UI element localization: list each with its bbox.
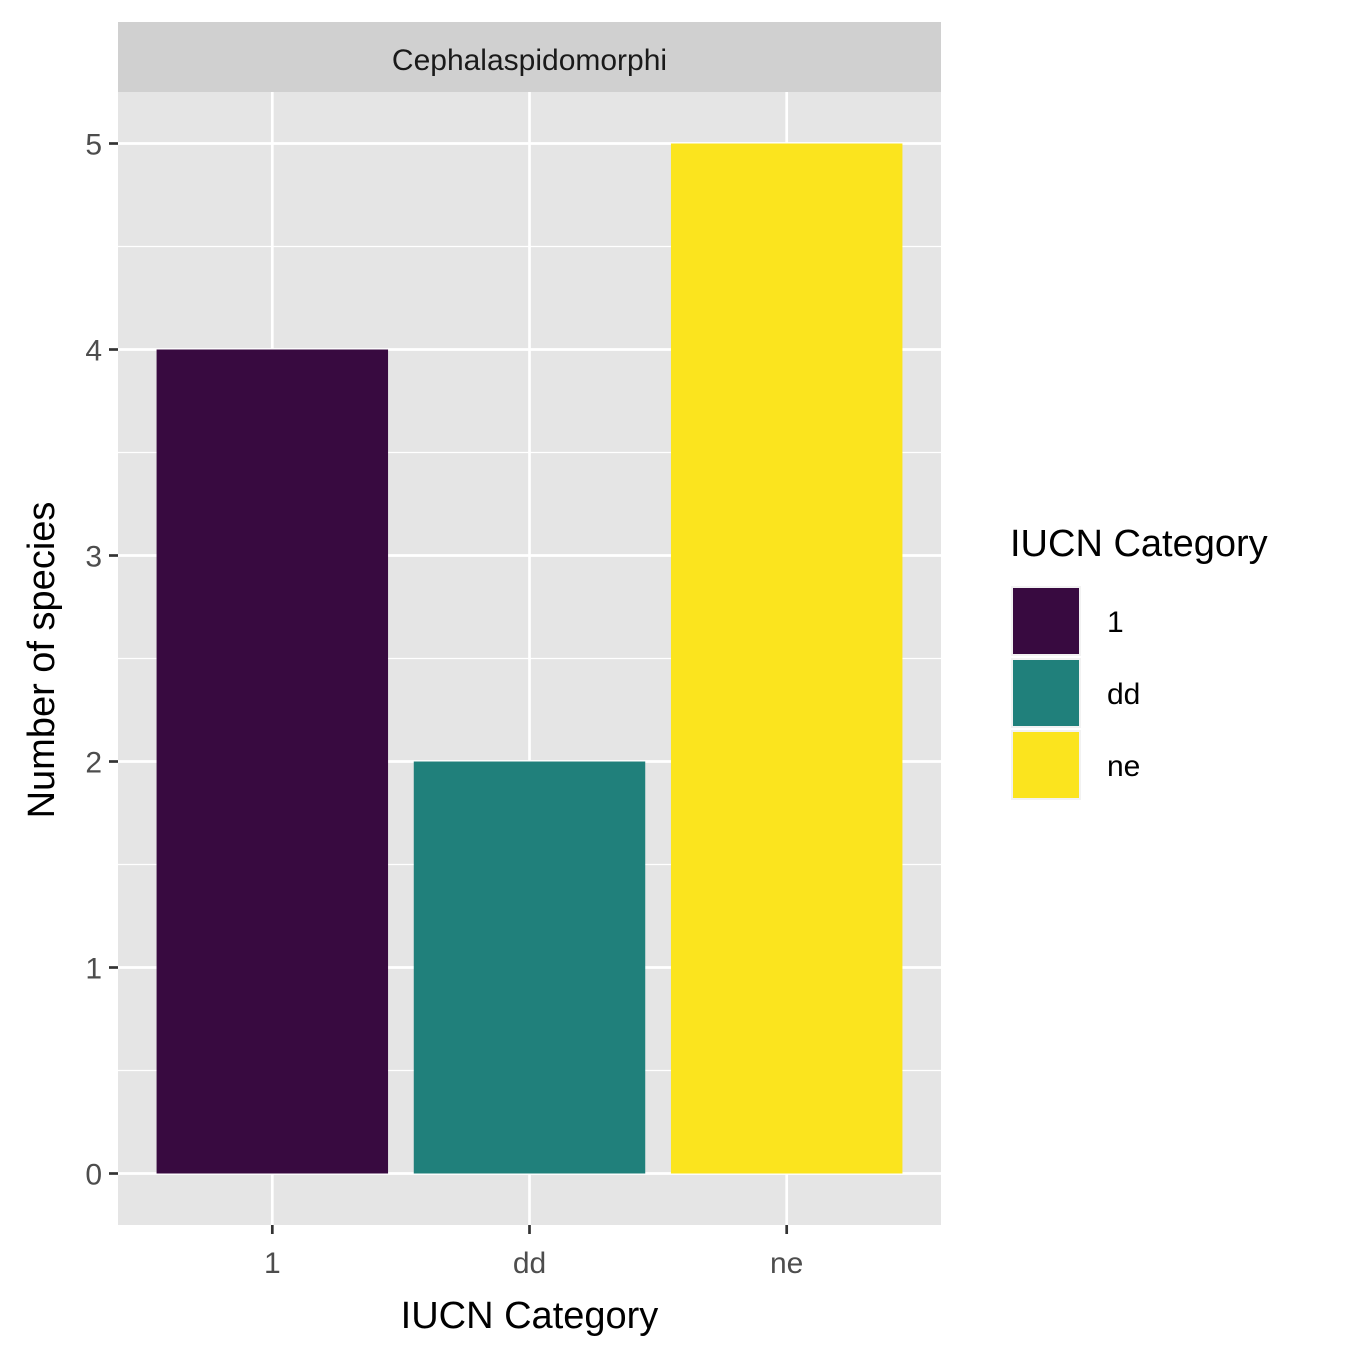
legend-label: dd (1107, 678, 1140, 711)
y-tick-label: 2 (85, 747, 102, 780)
x-axis-title: IUCN Category (401, 1295, 659, 1337)
legend-swatch-1 (1013, 588, 1079, 654)
legend-swatch-dd (1013, 660, 1079, 726)
y-tick-label: 5 (85, 129, 102, 162)
bars (156, 143, 903, 1174)
x-tick-label: dd (513, 1247, 546, 1280)
legend: IUCN Category 1 dd ne (1010, 523, 1268, 800)
x-tick-label: 1 (264, 1247, 281, 1280)
bar-ne (670, 143, 903, 1174)
y-tick-label: 1 (85, 953, 102, 986)
bar-dd (413, 761, 646, 1174)
x-tick-label: ne (770, 1247, 803, 1280)
facet-strip-label: Cephalaspidomorphi (392, 44, 667, 77)
y-tick-label: 3 (85, 541, 102, 574)
legend-swatch-ne (1013, 732, 1079, 798)
y-axis-title: Number of species (21, 502, 63, 819)
legend-label: ne (1107, 750, 1140, 783)
bar-1 (156, 349, 389, 1174)
y-axis: 0 1 2 3 4 5 (85, 129, 118, 1192)
legend-items: 1 dd ne (1011, 586, 1140, 800)
facet-strip (118, 22, 941, 92)
legend-title: IUCN Category (1010, 523, 1268, 565)
y-tick-label: 4 (85, 335, 102, 368)
x-axis: 1 dd ne (264, 1225, 803, 1280)
legend-label: 1 (1107, 606, 1124, 639)
y-tick-label: 0 (85, 1159, 102, 1192)
